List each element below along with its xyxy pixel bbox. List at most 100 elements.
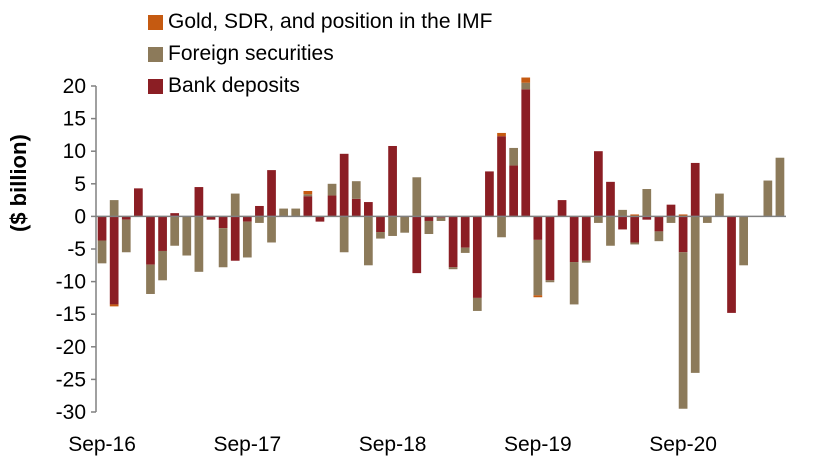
bar-gold-sdr-and-position-in-the-imf-44: [630, 214, 640, 217]
bar-bank-deposits-24: [388, 145, 397, 217]
bar-bank-deposits-36: [533, 216, 543, 240]
bar-foreign-securities-48: [678, 252, 688, 409]
bar-foreign-securities-20: [339, 216, 349, 253]
bar-foreign-securities-7: [182, 216, 192, 256]
bar-bank-deposits-22: [364, 202, 373, 217]
bar-foreign-securities-15: [279, 208, 288, 217]
y-tick-label: 0: [74, 205, 86, 228]
x-tick-label: Sep-18: [359, 433, 427, 456]
y-tick-label: -10: [56, 271, 86, 294]
bar-foreign-securities-40: [581, 260, 591, 263]
legend-label-gold: Gold, SDR, and position in the IMF: [168, 10, 493, 33]
bar-bank-deposits-12: [242, 216, 252, 222]
y-tick-label: -25: [56, 368, 86, 391]
bar-bank-deposits-5: [158, 216, 167, 251]
bar-foreign-securities-1: [109, 200, 119, 217]
bar-foreign-securities-49: [690, 216, 700, 373]
bar-foreign-securities-41: [594, 216, 603, 223]
bar-bank-deposits-8: [194, 187, 204, 217]
bar-bank-deposits-0: [97, 216, 107, 241]
legend-item-gold: Gold, SDR, and position in the IMF: [148, 6, 493, 38]
bar-foreign-securities-30: [460, 247, 470, 253]
bar-bank-deposits-30: [460, 216, 470, 248]
bar-foreign-securities-23: [376, 232, 385, 239]
bar-foreign-securities-19: [327, 183, 337, 196]
bar-bank-deposits-43: [618, 216, 627, 230]
bar-bank-deposits-40: [581, 216, 591, 261]
x-tick-label: Sep-20: [649, 433, 717, 456]
bar-foreign-securities-24: [388, 216, 397, 236]
bar-foreign-securities-39: [569, 262, 579, 305]
bar-foreign-securities-35: [521, 82, 531, 90]
bar-bank-deposits-3: [134, 188, 143, 217]
bar-bank-deposits-42: [606, 181, 615, 217]
x-tick-label: Sep-16: [68, 433, 136, 456]
bar-foreign-securities-46: [654, 231, 664, 242]
bar-foreign-securities-2: [121, 219, 131, 253]
bar-foreign-securities-5: [158, 250, 167, 281]
bar-bank-deposits-41: [594, 151, 603, 217]
bar-foreign-securities-28: [436, 217, 446, 221]
bar-foreign-securities-26: [412, 177, 422, 217]
bar-bank-deposits-20: [339, 153, 349, 217]
bar-bank-deposits-32: [485, 171, 494, 217]
bar-bank-deposits-48: [678, 216, 688, 253]
legend-label-bank-deposits: Bank deposits: [168, 74, 300, 97]
bar-foreign-securities-0: [97, 240, 107, 264]
y-tick-label: 10: [63, 140, 86, 163]
bar-foreign-securities-42: [606, 216, 615, 246]
y-tick-label: 20: [63, 75, 86, 98]
bar-gold-sdr-and-position-in-the-imf-36: [533, 295, 543, 298]
legend-label-foreign-securities: Foreign securities: [168, 42, 334, 65]
bar-gold-sdr-and-position-in-the-imf-17: [303, 190, 313, 195]
bar-bank-deposits-38: [557, 200, 567, 217]
y-tick-label: -5: [67, 238, 86, 261]
bar-foreign-securities-8: [194, 216, 204, 272]
bar-bank-deposits-19: [327, 195, 337, 217]
bar-bank-deposits-29: [448, 216, 458, 268]
bar-bank-deposits-35: [521, 89, 531, 217]
bar-bank-deposits-31: [472, 216, 482, 298]
bar-gold-sdr-and-position-in-the-imf-35: [521, 77, 531, 83]
x-tick-label: Sep-17: [213, 433, 281, 456]
bar-bank-deposits-4: [146, 216, 155, 265]
bar-foreign-securities-17: [303, 194, 313, 197]
bar-bank-deposits-52: [727, 216, 736, 313]
bar-bank-deposits-47: [666, 204, 676, 217]
bar-foreign-securities-34: [509, 147, 518, 166]
bar-bank-deposits-13: [255, 205, 264, 217]
bar-foreign-securities-29: [448, 267, 458, 270]
bar-foreign-securities-56: [775, 157, 785, 217]
bar-bank-deposits-26: [412, 216, 422, 274]
bar-foreign-securities-53: [739, 216, 748, 266]
bar-foreign-securities-43: [618, 209, 627, 217]
bar-bank-deposits-11: [230, 216, 240, 261]
bar-foreign-securities-16: [291, 208, 301, 217]
chart-legend: Gold, SDR, and position in the IMF Forei…: [148, 6, 493, 102]
bar-foreign-securities-55: [763, 180, 773, 217]
bar-foreign-securities-4: [146, 264, 155, 294]
bar-foreign-securities-37: [545, 280, 555, 283]
bar-gold-sdr-and-position-in-the-imf-48: [678, 214, 688, 217]
bar-bank-deposits-45: [642, 216, 652, 220]
bar-foreign-securities-13: [255, 216, 264, 223]
bar-bank-deposits-33: [497, 136, 506, 217]
bar-foreign-securities-33: [497, 216, 506, 238]
bar-bank-deposits-1: [109, 216, 119, 305]
bar-foreign-securities-25: [400, 216, 410, 233]
bar-foreign-securities-22: [364, 216, 373, 266]
bar-foreign-securities-27: [424, 220, 434, 235]
bar-gold-sdr-and-position-in-the-imf-1: [109, 304, 119, 307]
bar-bank-deposits-44: [630, 216, 640, 243]
bar-bank-deposits-23: [376, 216, 385, 233]
y-tick-label: -15: [56, 303, 86, 326]
bar-foreign-securities-6: [170, 216, 180, 246]
bar-foreign-securities-50: [702, 216, 712, 223]
bar-bank-deposits-14: [267, 170, 276, 217]
legend-item-bank-deposits: Bank deposits: [148, 70, 493, 102]
bar-gold-sdr-and-position-in-the-imf-33: [497, 132, 506, 137]
bar-bank-deposits-34: [509, 165, 518, 217]
bar-foreign-securities-44: [630, 242, 640, 245]
bar-bank-deposits-49: [690, 162, 700, 217]
